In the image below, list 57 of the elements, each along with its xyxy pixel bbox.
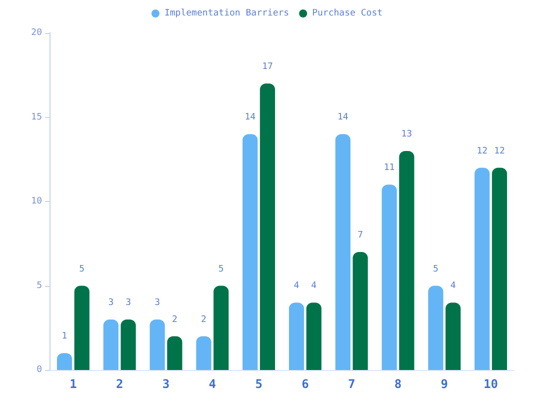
data-label: 4 [294, 281, 300, 292]
data-label: 2 [201, 314, 206, 325]
data-label: 3 [126, 298, 131, 308]
x-tick-label: 4 [208, 377, 216, 391]
bar [120, 319, 136, 370]
x-tick-label: 1 [70, 377, 77, 391]
data-label: 13 [401, 129, 412, 140]
data-label: 11 [384, 163, 395, 174]
data-label: 12 [476, 146, 488, 156]
data-label: 14 [244, 112, 256, 123]
data-label: 7 [358, 230, 363, 241]
data-label: 5 [79, 264, 85, 274]
bar [474, 168, 490, 370]
data-label: 3 [108, 298, 114, 308]
bar [446, 302, 461, 370]
data-label: 17 [262, 62, 273, 72]
data-label: 4 [311, 281, 317, 292]
bar [74, 286, 90, 370]
x-tick-label: 7 [348, 377, 356, 391]
data-label: 2 [172, 314, 178, 325]
x-tick-label: 6 [302, 377, 309, 391]
bar [399, 150, 414, 370]
data-label: 5 [433, 264, 438, 274]
x-tick-label: 2 [116, 377, 124, 391]
data-label: 14 [337, 112, 348, 123]
y-tick-label: 10 [31, 196, 42, 206]
bar [428, 286, 444, 370]
bar [150, 319, 165, 370]
legend-label: Purchase Cost [312, 8, 383, 18]
bar [196, 336, 212, 370]
y-tick-label: 0 [36, 365, 42, 375]
x-tick-label: 9 [440, 377, 448, 391]
bar [56, 353, 72, 370]
legend-label: Implementation Barriers [164, 8, 290, 18]
data-label: 12 [494, 146, 505, 156]
bar [382, 184, 397, 370]
data-label: 4 [450, 281, 456, 292]
bar [214, 286, 229, 370]
bar [260, 84, 276, 370]
bar [335, 134, 350, 370]
x-tick-label: 10 [484, 377, 498, 391]
x-tick-label: 3 [162, 377, 170, 391]
bar [242, 134, 258, 370]
y-tick-label: 15 [31, 112, 42, 122]
y-tick-label: 20 [31, 28, 42, 38]
data-label: 1 [62, 332, 68, 342]
bar [167, 336, 182, 370]
bar [352, 252, 368, 370]
data-label: 3 [154, 298, 160, 308]
bar [288, 302, 304, 370]
x-tick-label: 5 [255, 377, 262, 391]
y-tick-label: 5 [36, 280, 42, 291]
bar [492, 168, 508, 370]
data-label: 5 [218, 264, 224, 274]
bar [103, 319, 118, 370]
bar [306, 302, 322, 370]
x-tick-label: 8 [394, 377, 402, 391]
